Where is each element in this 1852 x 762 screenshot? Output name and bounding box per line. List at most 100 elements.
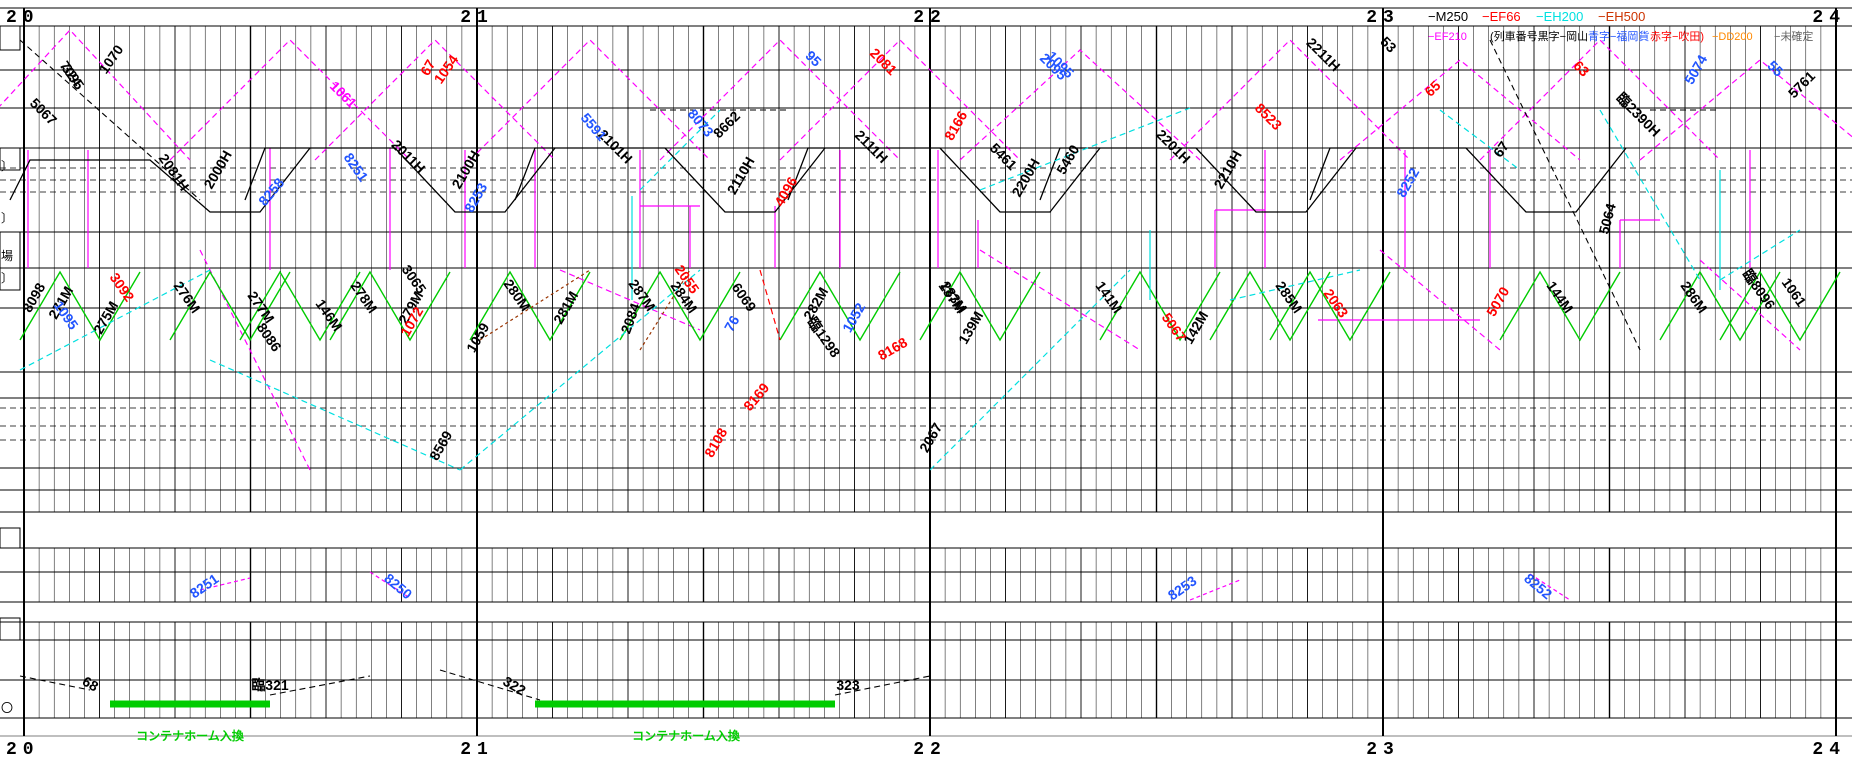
train-line: [1659, 270, 1781, 342]
train-number-label: 275M: [90, 298, 121, 336]
train-number-label: 146M: [312, 296, 345, 334]
train-number-label: 2110H: [724, 154, 758, 197]
train-line: [1499, 270, 1621, 342]
train-number-label: 63: [1570, 57, 1592, 79]
train-number-label: 76: [721, 313, 743, 335]
side-box: [0, 527, 21, 549]
train-number-label: 5067: [27, 95, 60, 128]
train-line: [199, 577, 251, 591]
train-line: [1099, 270, 1221, 342]
train-number-label: 2011H: [389, 136, 429, 176]
train-line: [469, 39, 711, 161]
train-number-label: 8169: [740, 380, 772, 414]
train-line: [1269, 270, 1391, 342]
hour-label: 20: [6, 8, 40, 28]
train-number-label: 5064: [1595, 201, 1619, 235]
train-number-label: 8086: [254, 320, 285, 355]
train-number-label: 1070: [95, 42, 126, 77]
train-line: [9, 147, 311, 213]
hour-label: 24: [1812, 740, 1846, 760]
train-line: [19, 39, 201, 201]
train-number-label: 3092: [107, 270, 138, 305]
legend-item: −未確定: [1774, 29, 1813, 43]
train-line: [1209, 270, 1331, 342]
train-line: [479, 269, 591, 341]
train-line: [1439, 109, 1521, 171]
train-number-label: 2201H: [1153, 126, 1193, 166]
train-line: [1169, 39, 1411, 161]
train-number-label: 8252: [1521, 570, 1555, 602]
train-line: [169, 39, 411, 161]
hour-label: 23: [1366, 740, 1400, 760]
train-number-label: 277M: [244, 288, 277, 326]
train-number-label: 臨2390H: [1613, 89, 1663, 139]
train-line: [1379, 249, 1501, 351]
train-line: [979, 107, 1191, 191]
train-line: [19, 270, 141, 342]
train-number-label: 1061: [1779, 275, 1810, 310]
train-line: [314, 39, 556, 161]
train-line: [244, 147, 556, 213]
train-number-label: 6069: [729, 280, 760, 315]
train-number-label: 55: [1764, 57, 1786, 79]
train-line: [619, 270, 741, 342]
train-number-label: 1052: [839, 300, 869, 335]
train-number-label: 2067: [916, 420, 946, 455]
train-number-label: 144M: [1543, 278, 1576, 316]
train-line: [1719, 270, 1841, 342]
train-line: [759, 269, 781, 341]
train-number-label: 53: [1377, 33, 1399, 55]
train-line: [1039, 147, 1357, 213]
container-note: コンテナホーム入換: [136, 728, 245, 743]
side-glyph: 〕: [1, 271, 13, 285]
hour-label: 21: [460, 740, 494, 760]
train-line: [19, 675, 91, 691]
train-number-label: 8251: [187, 570, 222, 601]
legend-item: −EH200: [1536, 9, 1583, 24]
train-line: [1719, 229, 1801, 281]
train-line: [1189, 579, 1241, 601]
legend: −M250 −EF66 −EH200 −EH500 −EF210 (列車番号黒字−岡山 青字…: [1428, 9, 1813, 43]
train-number-label: 8252: [1393, 165, 1423, 200]
hour-label: 21: [460, 8, 494, 28]
train-line: [19, 269, 211, 371]
train-number-label: 8073: [685, 106, 717, 140]
container-note: コンテナホーム入換: [632, 728, 741, 743]
side-box: [0, 617, 21, 641]
train-line: [834, 675, 931, 696]
train-line: [1229, 269, 1361, 301]
legend-item: −EH500: [1598, 9, 1645, 24]
train-line: [1309, 147, 1627, 213]
train-line: [639, 269, 691, 351]
train-line: [779, 39, 1021, 161]
station-lines: [0, 7, 1852, 737]
train-number-label: 2081H: [156, 151, 193, 194]
train-line: [1479, 39, 1721, 161]
side-glyph: 〕: [1, 159, 13, 173]
train-number-label: 1061: [327, 78, 360, 111]
hour-label: 24: [1812, 8, 1846, 28]
legend-item: (列車番号黒字−岡山: [1490, 29, 1588, 43]
train-line: [639, 109, 721, 191]
train-line: [1489, 39, 1641, 351]
train-line: [269, 675, 371, 696]
side-box: [0, 25, 21, 51]
train-number-label: 278M: [347, 278, 380, 316]
train-number-label: 5070: [1483, 284, 1513, 319]
train-number-label: 1059: [463, 320, 493, 355]
legend-item: −DD200: [1712, 31, 1753, 43]
train-line: [559, 269, 701, 331]
train-line: [787, 147, 1101, 213]
train-number-label: 2111H: [852, 127, 891, 166]
train-number-label: 323: [836, 677, 860, 693]
hour-label: 20: [6, 740, 40, 760]
train-number-label: 68: [80, 673, 102, 695]
train-line: [959, 49, 1201, 161]
train-line: [1639, 59, 1852, 161]
train-line: [919, 270, 1041, 342]
legend-item: 青字−福岡貨: [1588, 29, 1649, 43]
hour-labels: 20 20 21 21 22 22 23 23 24 24: [6, 8, 1846, 760]
train-line: [239, 270, 361, 342]
